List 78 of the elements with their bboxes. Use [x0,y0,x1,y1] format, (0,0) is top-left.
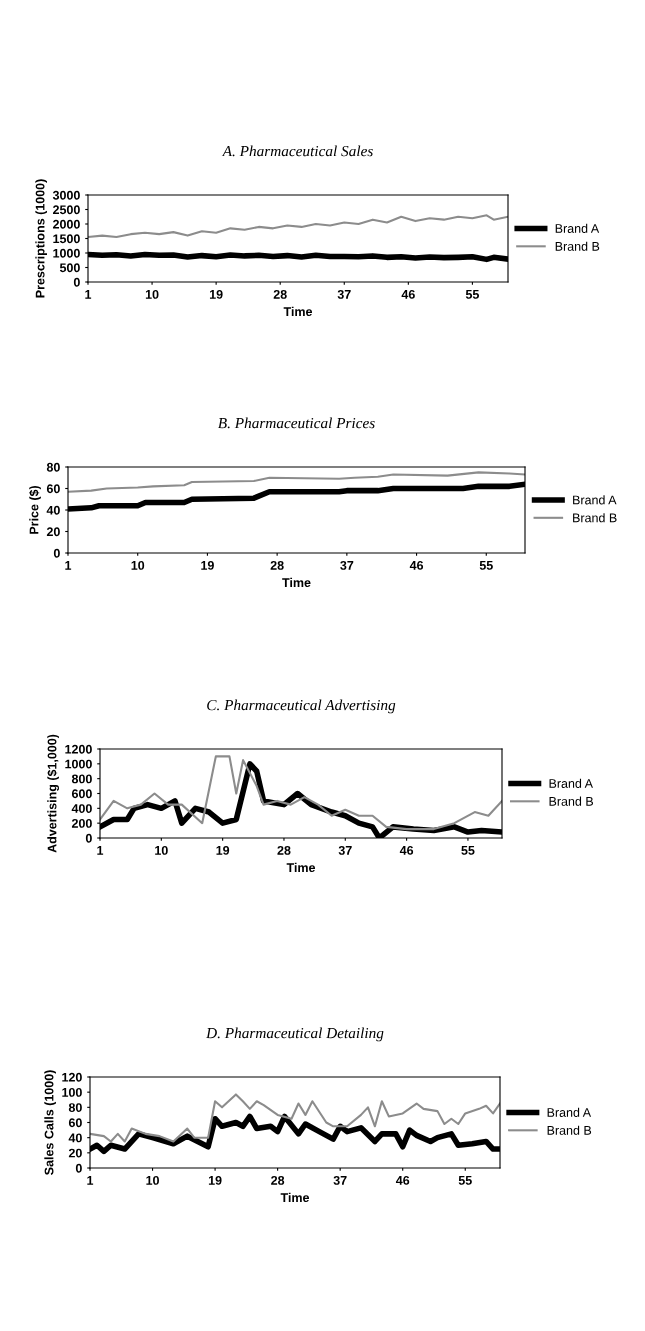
legend-label: Brand B [573,513,617,523]
x-tick-label: 55 [465,290,480,299]
legend-label: Brand A [547,1107,592,1117]
y-tick-label: 0 [75,1163,82,1173]
y-tick-label: 1000 [65,759,92,769]
y-tick-label: 20 [68,1148,82,1158]
chart-title: C. Pharmaceutical Advertising [207,699,396,714]
x-tick-label: 28 [277,845,291,855]
x-tick-label: 55 [461,846,475,855]
x-tick-label: 28 [271,1175,285,1185]
x-tick-label: 37 [337,289,351,299]
x-tick-label: 19 [216,845,230,855]
y-tick-label: 400 [71,804,92,813]
y-tick-label: 40 [46,505,60,515]
x-tick-label: 46 [401,289,415,299]
y-tick-label: 1000 [53,248,80,258]
y-axis-title: Sales Calls (1000) [44,1070,56,1175]
x-axis-title: Time [282,577,311,588]
line-series [88,214,508,239]
y-tick-label: 60 [46,484,60,494]
x-tick-label: 19 [201,560,214,570]
x-tick-label: 37 [333,1175,347,1185]
x-tick-label: 10 [155,845,168,855]
y-tick-label: 2000 [52,219,80,229]
y-tick-label: 2500 [52,205,80,215]
x-tick-label: 19 [208,1175,222,1185]
x-tick-label: 55 [458,1176,472,1185]
legend-label: Brand B [555,241,600,251]
y-tick-label: 0 [85,833,92,843]
x-tick-label: 1 [85,290,92,299]
x-tick-label: 1 [65,561,72,570]
chart-title: A. Pharmaceutical Sales [221,145,373,157]
y-tick-label: 40 [68,1133,82,1143]
y-tick-label: 60 [68,1118,82,1128]
legend-label: Brand A [549,778,593,788]
x-tick-label: 37 [338,845,352,855]
x-tick-label: 1 [87,1176,94,1185]
x-tick-label: 46 [409,560,424,570]
legend-label: Brand B [547,1125,592,1135]
y-tick-label: 0 [53,548,60,558]
x-axis-title: Time [286,862,316,873]
x-axis-title: Time [280,1192,310,1203]
line-series [100,755,502,831]
line-series [90,1093,500,1143]
x-tick-label: 19 [209,289,223,299]
y-axis-title: Advertising ($1,000) [47,734,59,853]
x-tick-label: 37 [340,560,354,570]
y-axis-title: Price ($) [29,485,41,534]
y-tick-label: 80 [46,462,60,472]
y-tick-label: 200 [71,818,92,828]
x-tick-label: 46 [399,845,414,855]
x-tick-label: 55 [479,561,493,570]
y-tick-label: 800 [71,774,92,784]
y-tick-label: 600 [71,789,92,799]
y-tick-label: 3000 [52,190,80,200]
legend-label: Brand A [555,223,600,233]
x-tick-label: 10 [146,1175,159,1185]
x-tick-label: 28 [273,289,287,299]
y-tick-label: 1500 [53,234,80,244]
chart-title: D. Pharmaceutical Detailing [205,1027,384,1042]
x-tick-label: 1 [97,846,104,855]
y-tick-label: 100 [62,1087,82,1097]
legend-label: Brand B [549,796,594,806]
line-series [68,471,525,493]
y-tick-label: 20 [46,527,60,537]
legend-label: Brand A [573,495,617,505]
x-tick-label: 28 [270,560,284,570]
y-tick-label: 500 [59,263,80,273]
y-tick-label: 120 [62,1072,82,1082]
x-axis-title: Time [283,306,313,317]
y-tick-label: 1200 [65,744,92,754]
chart-title: B. Pharmaceutical Prices [217,417,375,429]
y-tick-label: 0 [73,277,80,287]
x-tick-label: 10 [131,560,145,570]
y-axis-title: Prescriptions (1000) [35,179,47,298]
x-tick-label: 46 [395,1175,410,1185]
y-tick-label: 80 [68,1103,82,1112]
x-tick-label: 10 [145,289,159,299]
